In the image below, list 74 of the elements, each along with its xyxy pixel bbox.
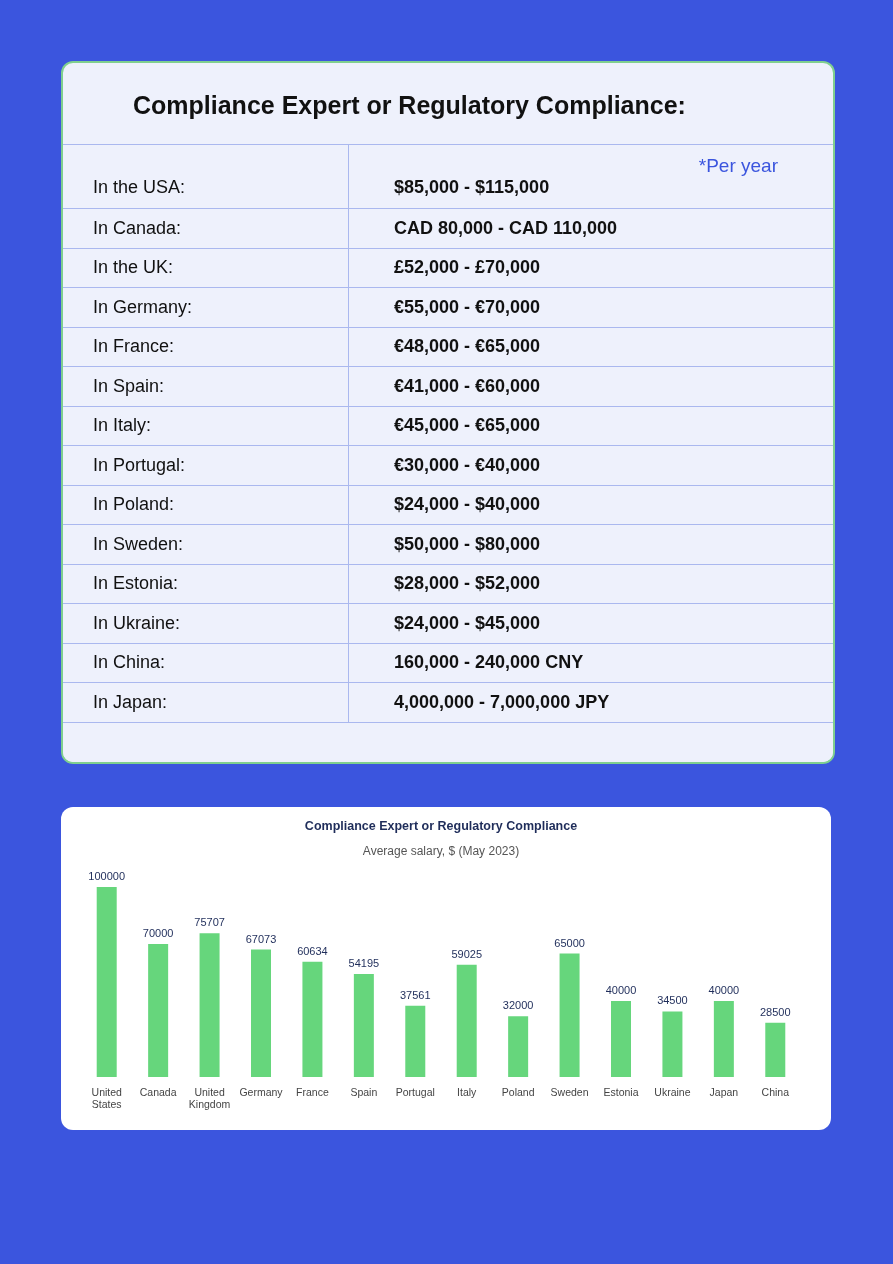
x-tick-label: Japan	[709, 1085, 739, 1098]
text: In Spain:	[63, 366, 349, 406]
bar	[611, 1001, 631, 1077]
bar	[148, 944, 169, 1077]
chart-subtitle: Average salary, $ (May 2023)	[362, 844, 520, 858]
text: $28,000 - $52,000	[348, 564, 833, 604]
x-tick-label: Italy	[457, 1085, 478, 1098]
x-tick-label: Ukraine	[654, 1085, 691, 1098]
bar	[302, 961, 323, 1077]
data-label: 67073	[245, 932, 277, 945]
text: $24,000 - $45,000	[348, 603, 833, 643]
text: $85,000 - $115,000	[394, 177, 550, 197]
text: In Japan:	[63, 682, 349, 722]
data-label: 32000	[502, 999, 534, 1012]
x-tick-label: United Kingdom	[188, 1085, 231, 1110]
bar	[353, 974, 374, 1077]
text: In the UK:	[63, 248, 349, 288]
data-label: 70000	[142, 927, 174, 939]
text: $50,000 - $80,000	[348, 524, 833, 564]
bar	[96, 887, 117, 1077]
text: €30,000 - €40,000	[348, 445, 833, 485]
text: In Sweden:	[63, 524, 349, 564]
x-tick-label: Portugal	[395, 1085, 435, 1098]
text: In Estonia:	[63, 564, 349, 604]
data-label: 100000	[88, 870, 126, 882]
text: 160,000 - 240,000 CNY	[348, 643, 833, 683]
text: Compliance Expert or Regulatory Compliance:	[132, 90, 687, 121]
text: In China:	[63, 643, 349, 683]
bar	[251, 949, 271, 1077]
text: €41,000 - €60,000	[348, 366, 833, 406]
data-label: 75707	[194, 916, 225, 929]
text: €55,000 - €70,000	[348, 287, 833, 327]
x-tick-label: United States	[91, 1085, 123, 1110]
text: CAD 80,000 - CAD 110,000	[348, 208, 833, 248]
bar	[456, 964, 477, 1077]
bar	[199, 933, 220, 1077]
bar	[765, 1022, 786, 1077]
text: €45,000 - €65,000	[348, 406, 833, 446]
data-label: 34500	[657, 994, 688, 1007]
text: In Ukraine:	[63, 603, 349, 643]
text: In Italy:	[63, 406, 349, 446]
x-tick-label: China	[761, 1085, 790, 1098]
text: €48,000 - €65,000	[348, 327, 833, 367]
text: £52,000 - £70,000	[348, 248, 833, 288]
x-tick-label: Estonia	[603, 1085, 639, 1098]
x-tick-label: Canada	[139, 1085, 177, 1098]
x-tick-label: Sweden	[550, 1085, 589, 1098]
bar	[559, 953, 580, 1077]
data-label: 59025	[451, 947, 483, 960]
bar	[405, 1005, 426, 1077]
data-label: 54195	[348, 957, 380, 970]
bar	[662, 1011, 683, 1077]
x-tick-label: Poland	[501, 1085, 535, 1098]
text: 4,000,000 - 7,000,000 JPY	[348, 682, 833, 722]
data-label: 28500	[759, 1005, 791, 1018]
x-tick-label: France	[296, 1085, 329, 1098]
text: In the USA:	[63, 144, 349, 209]
x-tick-label: Spain	[350, 1085, 378, 1098]
data-label: 65000	[554, 936, 585, 949]
text: $24,000 - $40,000	[348, 485, 833, 525]
bar	[508, 1016, 529, 1077]
text: In Germany:	[63, 287, 349, 327]
text: In Poland:	[63, 485, 349, 525]
text: In France:	[63, 327, 349, 367]
text: In Portugal:	[63, 445, 349, 485]
data-label: 40000	[708, 984, 740, 996]
text: *Per year	[698, 155, 778, 177]
bar	[713, 1001, 734, 1077]
chart-title: Compliance Expert or Regulatory Compliance	[304, 818, 578, 833]
data-label: 40000	[605, 984, 637, 996]
data-label: 60634	[297, 944, 328, 957]
x-tick-label: Germany	[239, 1085, 284, 1098]
text: In Canada:	[63, 208, 349, 248]
data-label: 37561	[399, 988, 431, 1001]
